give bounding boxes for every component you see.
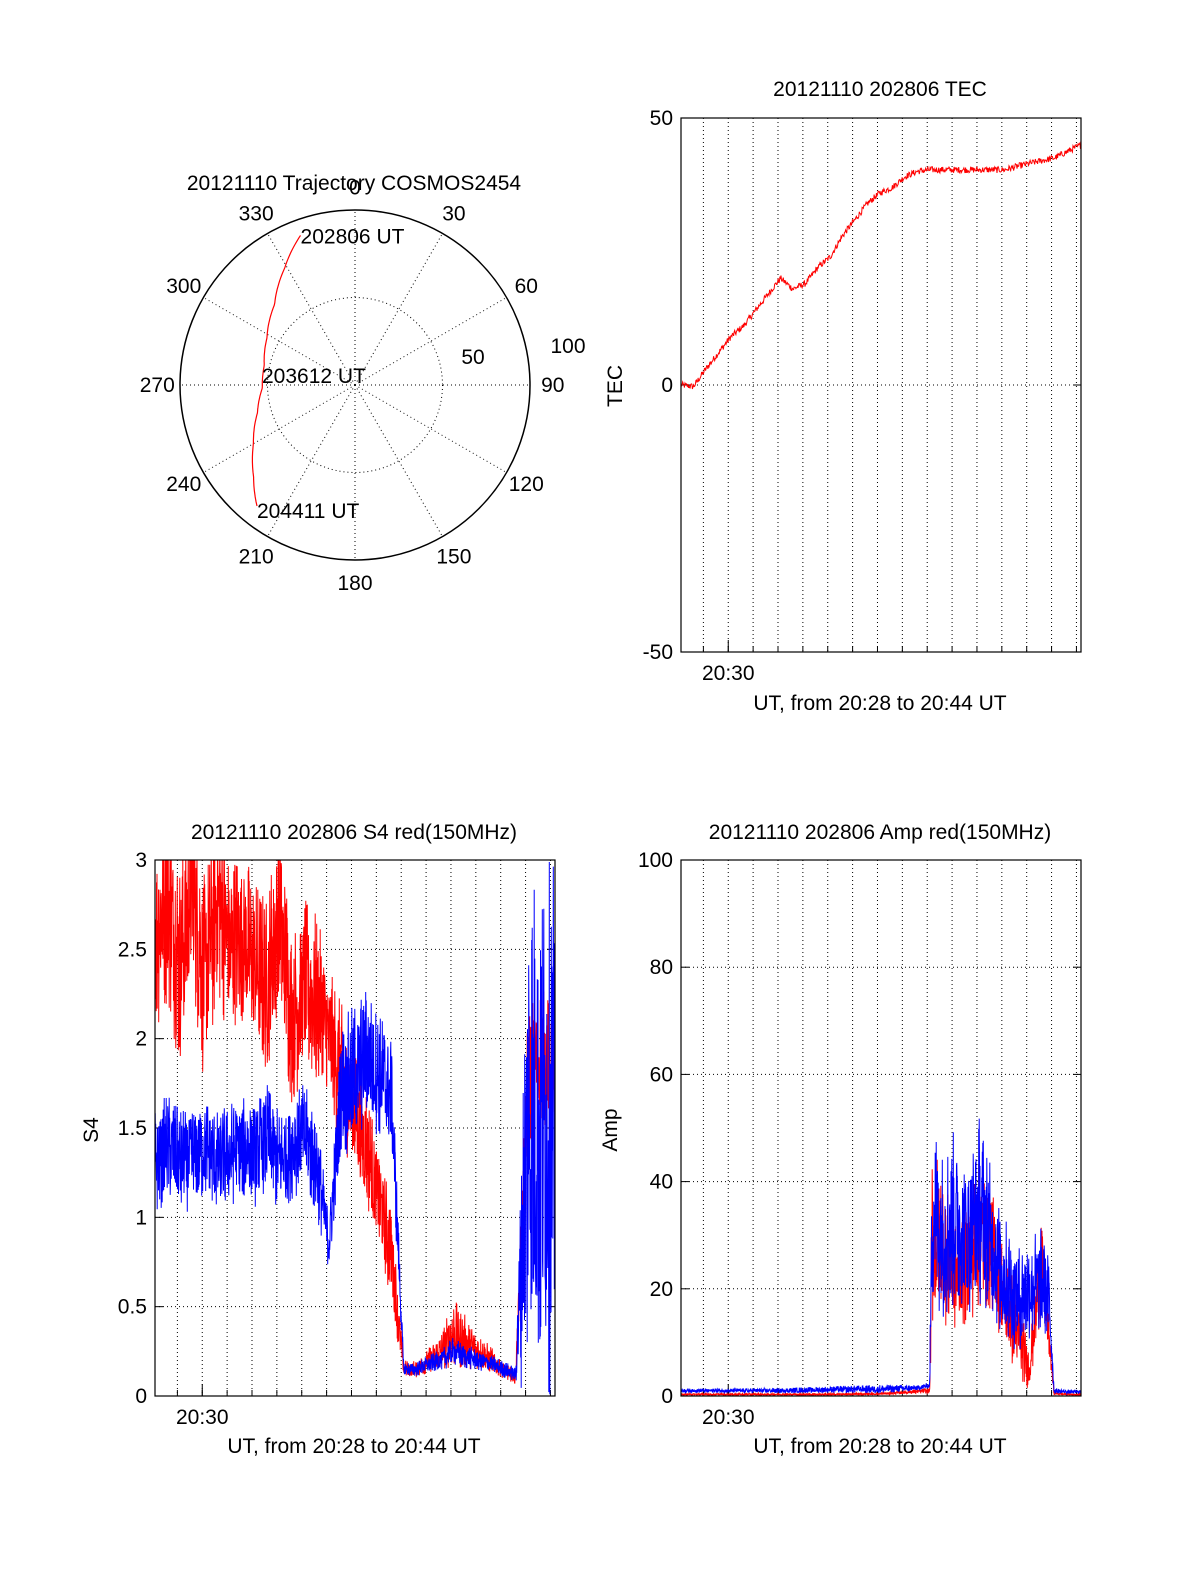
polar-angle-label: 210 — [239, 545, 274, 568]
y-tick-label: 0.5 — [118, 1296, 147, 1319]
amp-y-axis-label: Amp — [599, 1108, 622, 1151]
s4-panel: 20121110 202806 S4 red(150MHz) 0 0.5 1 1.5 2… — [80, 821, 556, 1458]
trajectory-track — [251, 235, 302, 507]
y-tick-label: 0 — [661, 374, 673, 397]
amp-x-axis-label: UT, from 20:28 to 20:44 UT — [753, 1435, 1006, 1458]
y-tick-label: 0 — [135, 1385, 147, 1408]
y-tick-label: 80 — [650, 956, 673, 979]
trajectory-start-label: 202806 UT — [301, 225, 405, 248]
amp-title: 20121110 202806 Amp red(150MHz) — [709, 821, 1051, 844]
polar-radial-label: 100 — [550, 335, 585, 358]
polar-angle-label: 240 — [166, 473, 201, 496]
polar-outer-circle — [179, 209, 531, 561]
y-tick-label: 3 — [135, 849, 147, 872]
y-tick-label: 1 — [135, 1206, 147, 1229]
polar-angle-label: 0 — [349, 176, 361, 199]
polar-angle-label: 180 — [337, 572, 372, 595]
s4-x-axis-label: UT, from 20:28 to 20:44 UT — [227, 1435, 480, 1458]
trajectory-panel: 20121110 Trajectory COSMOS2454 0 30 60 90 12… — [140, 172, 586, 595]
x-tick-label: 20:30 — [702, 662, 755, 685]
trajectory-mid-label: 203612 UT — [262, 365, 366, 388]
x-tick-label: 20:30 — [176, 1406, 229, 1429]
y-tick-label: 2 — [135, 1028, 147, 1051]
s4-plot-area: 0 0.5 1 1.5 2 2.5 3 20:30 — [118, 849, 556, 1429]
y-tick-label: 20 — [650, 1278, 673, 1301]
polar-angle-label: 90 — [541, 374, 564, 397]
y-tick-label: -50 — [643, 641, 673, 664]
plot-frame — [154, 859, 556, 1397]
y-tick-label: 100 — [638, 849, 673, 872]
polar-spoke — [354, 233, 443, 386]
tec-x-axis-label: UT, from 20:28 to 20:44 UT — [753, 692, 1006, 715]
plot-frame — [680, 117, 1082, 653]
y-tick-label: 40 — [650, 1171, 673, 1194]
series-line-red — [681, 141, 1081, 390]
polar-spoke — [354, 384, 443, 537]
polar-angle-label: 270 — [140, 374, 175, 397]
series-line-red — [681, 1159, 1081, 1396]
polar-angle-label: 120 — [509, 473, 544, 496]
tec-panel: 20121110 202806 TEC -50 0 50 20:30 UT, from… — [604, 78, 1082, 715]
polar-angle-label: 300 — [166, 275, 201, 298]
polar-radial-label: 50 — [461, 346, 484, 369]
series-line-blue — [155, 861, 555, 1395]
trajectory-polar-plot: 0 30 60 90 120 150 180 210 240 270 300 330 50 100 2028… — [140, 176, 586, 595]
polar-angle-label: 60 — [515, 275, 538, 298]
amp-panel: 20121110 202806 Amp red(150MHz) 0 20 40 60 8… — [599, 821, 1082, 1458]
amp-plot-area: 0 20 40 60 80 100 20:30 — [638, 849, 1082, 1429]
polar-angle-label: 30 — [442, 203, 465, 226]
s4-y-axis-label: S4 — [80, 1117, 103, 1143]
tec-y-axis-label: TEC — [604, 365, 627, 407]
x-tick-label: 20:30 — [702, 1406, 755, 1429]
polar-spoke — [354, 384, 507, 473]
y-tick-label: 50 — [650, 107, 673, 130]
polar-angle-label: 150 — [436, 545, 471, 568]
y-tick-label: 1.5 — [118, 1117, 147, 1140]
tec-plot-area: -50 0 50 20:30 — [643, 107, 1082, 685]
y-tick-label: 60 — [650, 1063, 673, 1086]
plot-frame — [680, 859, 1082, 1397]
polar-spoke — [267, 233, 356, 386]
polar-inner-circle — [267, 297, 443, 473]
y-tick-label: 0 — [661, 1385, 673, 1408]
series-line-blue — [681, 1118, 1081, 1396]
y-tick-label: 2.5 — [118, 938, 147, 961]
s4-title: 20121110 202806 S4 red(150MHz) — [191, 821, 517, 844]
trajectory-title: 20121110 Trajectory COSMOS2454 — [187, 172, 522, 195]
tec-title: 20121110 202806 TEC — [773, 78, 987, 101]
polar-angle-label: 330 — [239, 203, 274, 226]
polar-spoke — [354, 297, 507, 386]
trajectory-end-label: 204411 UT — [257, 500, 360, 523]
